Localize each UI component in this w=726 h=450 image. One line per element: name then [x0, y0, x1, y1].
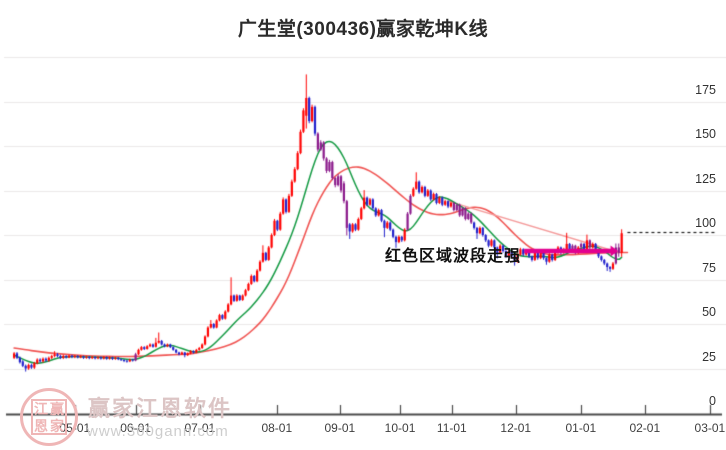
seal-character: 江	[34, 401, 48, 417]
trend-annotation: 红色区域波段走强	[385, 248, 522, 266]
y-tick-label: 100	[695, 216, 716, 230]
y-tick-label: 150	[695, 127, 716, 141]
y-tick-label: 25	[702, 349, 716, 364]
seal-character: 家	[50, 418, 64, 434]
watermark-seal-logo: 江赢恩家	[20, 388, 78, 446]
seal-character: 恩	[34, 418, 48, 434]
x-tick-label: 06-01	[120, 421, 151, 435]
x-tick-label: 02-01	[629, 421, 661, 435]
x-tick-label: 09-01	[324, 421, 356, 435]
x-tick-label: 03-01	[694, 421, 726, 435]
x-tick-label: 10-01	[384, 421, 416, 435]
watermark-url-text: www.360gann.com	[87, 423, 229, 440]
seal-character: 赢	[50, 401, 64, 417]
x-tick-label: 07-01	[184, 421, 216, 435]
y-tick-label: 50	[702, 305, 716, 319]
x-tick-label: 01-01	[565, 421, 597, 435]
x-tick-label: 08-01	[261, 421, 293, 435]
watermark-seal-characters: 江赢恩家	[31, 399, 67, 435]
y-tick-label: 125	[695, 171, 716, 186]
y-tick-label: 175	[695, 82, 716, 97]
x-tick-label: 11-01	[436, 421, 467, 435]
watermark-brand-text: 赢家江恩软件	[88, 396, 233, 421]
x-tick-label: 12-01	[500, 421, 532, 435]
y-tick-label: 0	[709, 394, 716, 408]
y-tick-label: 75	[702, 260, 716, 275]
